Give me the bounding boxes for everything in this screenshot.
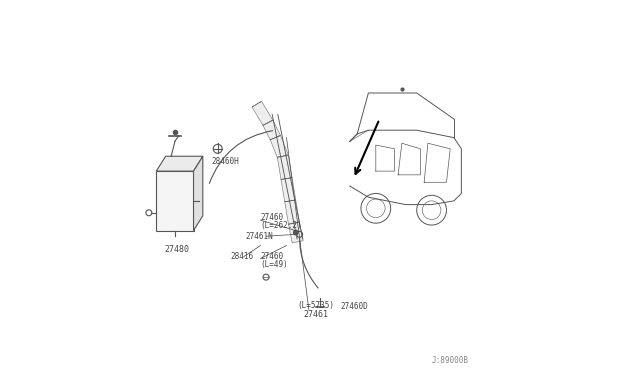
Polygon shape [281, 178, 296, 202]
Text: 27460: 27460 [260, 213, 284, 222]
Text: 27480: 27480 [164, 245, 189, 254]
Text: 27460: 27460 [260, 252, 284, 261]
Polygon shape [285, 200, 300, 224]
Polygon shape [277, 155, 292, 179]
Text: (L=49): (L=49) [260, 260, 288, 269]
Polygon shape [252, 101, 273, 126]
Text: 27461N: 27461N [246, 232, 273, 241]
FancyBboxPatch shape [156, 171, 193, 231]
Text: 27460D: 27460D [340, 302, 368, 311]
Polygon shape [263, 120, 280, 140]
Text: 28460H: 28460H [211, 157, 239, 166]
Text: 28416: 28416 [231, 252, 254, 261]
Polygon shape [156, 156, 203, 171]
Text: (L=262.2): (L=262.2) [260, 221, 302, 230]
Text: (L=5735): (L=5735) [298, 301, 335, 310]
Text: 27461: 27461 [304, 310, 329, 319]
Polygon shape [193, 156, 203, 231]
Polygon shape [270, 135, 288, 158]
Circle shape [294, 230, 298, 235]
Polygon shape [289, 222, 303, 243]
Text: J:89000B: J:89000B [432, 356, 468, 365]
